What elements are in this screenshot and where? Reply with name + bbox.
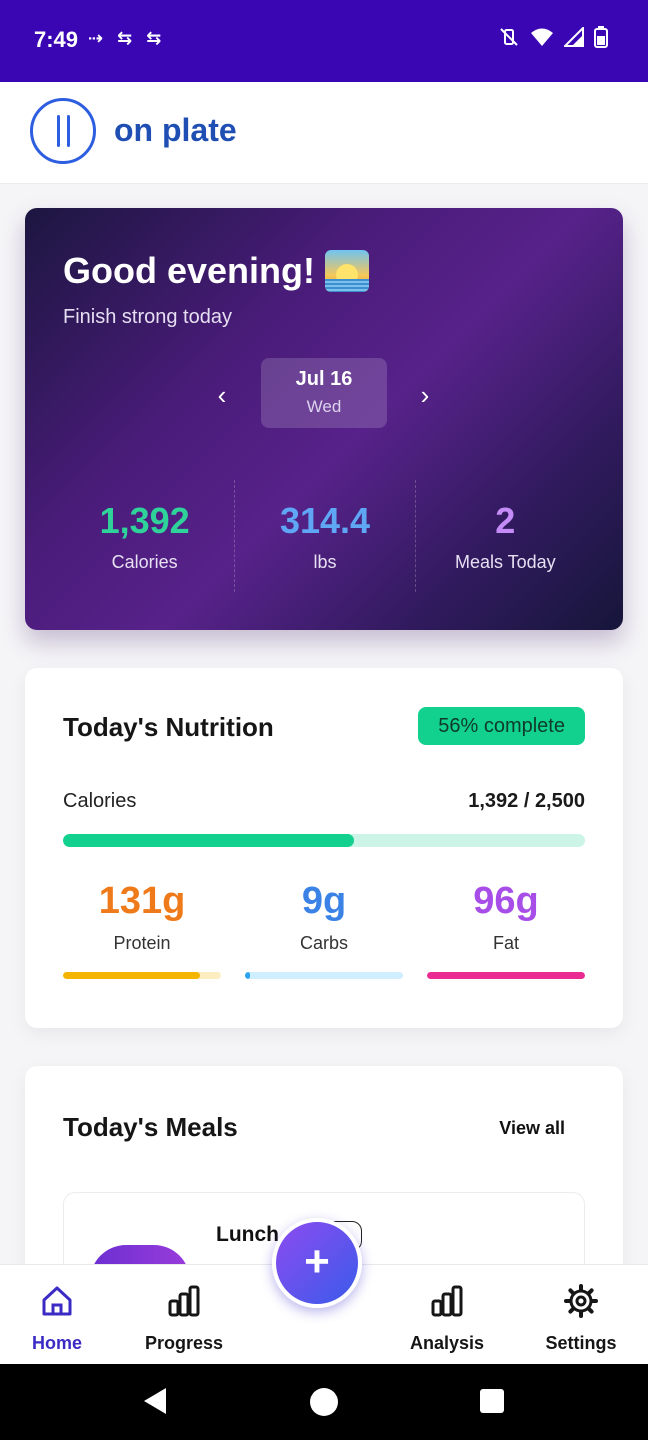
macro-progress-fill: [427, 972, 585, 979]
date-weekday: Wed: [306, 397, 342, 416]
brand-name: on plate: [114, 112, 237, 148]
bar-chart-icon: [168, 1285, 200, 1317]
completion-badge: 56% complete: [418, 707, 585, 745]
stat-weight: 314.4 lbs: [234, 480, 414, 592]
stat-value: 2: [495, 500, 516, 541]
home-circle-icon[interactable]: [310, 1388, 338, 1416]
battery-icon: [594, 26, 608, 48]
calories-label: Calories: [63, 790, 137, 812]
stat-calories: 1,392 Calories: [55, 480, 234, 592]
stat-value: 314.4: [279, 500, 371, 541]
chevron-right-icon[interactable]: ›: [420, 380, 430, 410]
nav-analysis[interactable]: Analysis: [406, 1283, 488, 1354]
signal-icon: [564, 27, 584, 47]
calories-value: 1,392 / 2,500: [468, 790, 585, 812]
nutrition-title: Today's Nutrition: [63, 712, 274, 742]
vibrate-off-icon: [500, 28, 518, 46]
macros-row: 131g Protein 9g Carbs 96g Fat: [63, 880, 585, 990]
macro-value: 96g: [473, 880, 539, 922]
nav-label: Home: [31, 1333, 82, 1353]
macro-value: 131g: [98, 880, 186, 922]
stat-label: lbs: [313, 552, 337, 572]
sync-icon: ⇆: [117, 28, 133, 48]
calories-progress-bar: [63, 834, 585, 847]
gear-icon: [564, 1284, 598, 1318]
stat-label: Meals Today: [454, 552, 556, 572]
chevron-left-icon[interactable]: ‹: [217, 380, 227, 410]
date-navigator: ‹ Jul 16 Wed ›: [25, 358, 623, 430]
stat-value: 1,392: [99, 500, 190, 541]
nav-label: Analysis: [409, 1333, 485, 1353]
greeting-row: Good evening!: [63, 250, 369, 292]
nav-label: Settings: [545, 1333, 617, 1353]
macro-protein: 131g Protein: [63, 880, 221, 990]
macro-fat: 96g Fat: [427, 880, 585, 990]
view-all-link[interactable]: View all: [499, 1118, 565, 1138]
greeting-card: Good evening! Finish strong today ‹ Jul …: [25, 208, 623, 630]
nav-progress[interactable]: Progress: [140, 1283, 228, 1354]
recents-icon[interactable]: [480, 1389, 504, 1413]
status-time: 7:49: [34, 27, 79, 52]
macro-carbs: 9g Carbs: [245, 880, 403, 990]
add-meal-button[interactable]: +: [272, 1218, 362, 1308]
daily-stats: 1,392 Calories 314.4 lbs 2 Meals Today: [55, 480, 595, 592]
macro-progress-bar: [245, 972, 403, 979]
back-icon[interactable]: [144, 1388, 166, 1414]
macro-progress-bar: [63, 972, 221, 979]
stat-label: Calories: [111, 552, 178, 572]
meals-title: Today's Meals: [63, 1112, 238, 1142]
nutrition-card: Today's Nutrition 56% complete Calories …: [25, 668, 623, 1028]
sunrise-icon: [325, 250, 369, 292]
macro-label: Protein: [113, 933, 171, 953]
status-left-icons: ⇢ ⇆ ⇆: [88, 28, 161, 49]
wifi-icon: [531, 28, 553, 46]
system-nav-bar: [0, 1364, 648, 1440]
status-right-icons: [498, 26, 608, 48]
macro-label: Fat: [492, 933, 519, 953]
nav-label: Progress: [144, 1333, 224, 1353]
date-day: Jul 16: [295, 368, 353, 390]
bar-chart-icon: [431, 1285, 463, 1317]
date-selector[interactable]: Jul 16 Wed: [261, 358, 387, 428]
nav-settings[interactable]: Settings: [540, 1283, 622, 1354]
stat-meals: 2 Meals Today: [414, 480, 595, 592]
macro-progress-fill: [63, 972, 201, 979]
macro-label: Carbs: [299, 933, 348, 953]
macro-progress-fill: [245, 972, 250, 979]
nav-home[interactable]: Home: [26, 1283, 88, 1354]
plus-icon: +: [304, 1237, 330, 1286]
sync-icon: ⇆: [146, 28, 162, 48]
status-bar: 7:49 ⇢ ⇆ ⇆: [0, 0, 648, 82]
calories-progress-fill: [63, 834, 354, 847]
meal-name: Lunch: [216, 1223, 279, 1246]
greeting-subtitle: Finish strong today: [63, 306, 232, 328]
macro-value: 9g: [301, 880, 347, 922]
call-transfer-icon: ⇢: [88, 28, 104, 48]
app-header: on plate: [0, 82, 648, 184]
logo-icon: [30, 98, 96, 164]
greeting-text: Good evening!: [63, 250, 315, 291]
home-icon: [42, 1286, 72, 1316]
macro-progress-bar: [427, 972, 585, 979]
